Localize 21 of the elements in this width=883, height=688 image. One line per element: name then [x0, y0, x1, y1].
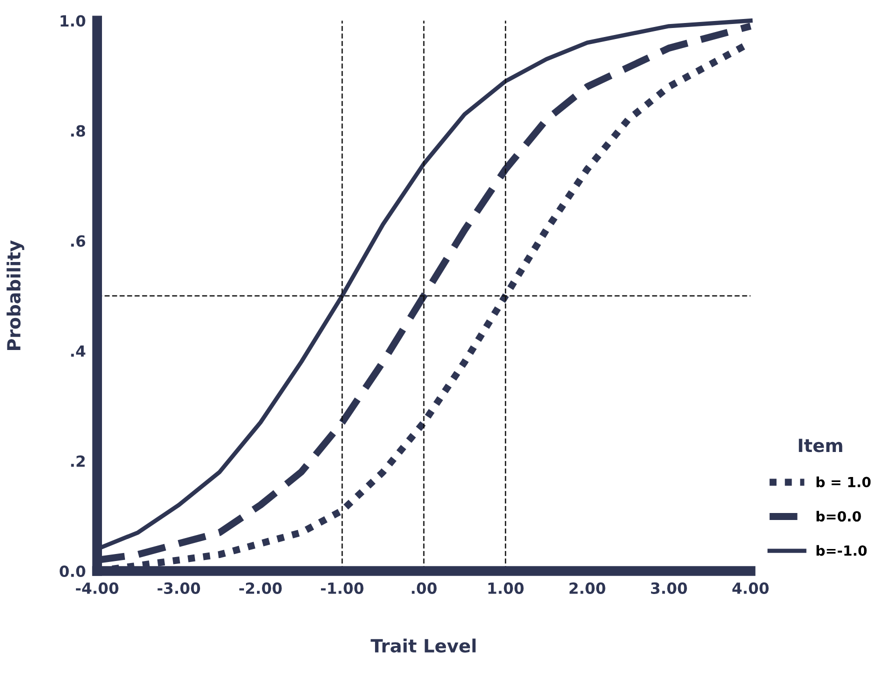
- legend-label: b = 1.0: [816, 476, 871, 488]
- y-tick-label: .2: [71, 455, 85, 467]
- x-tick-label: -4.00: [76, 582, 118, 594]
- x-tick-label: 2.00: [570, 582, 606, 594]
- y-axis-title: Probability: [6, 240, 24, 350]
- y-tick-label: .6: [71, 235, 86, 247]
- x-tick-label: -3.00: [158, 582, 200, 594]
- y-tick-label: 1.0: [60, 15, 86, 27]
- legend-label: b=-1.0: [816, 545, 867, 556]
- legend-label: b=0.0: [816, 510, 861, 522]
- x-axis-title: Trait Level: [370, 638, 476, 653]
- x-tick-label: .00: [412, 582, 437, 594]
- y-tick-label: .8: [71, 125, 86, 137]
- x-tick-label: 4.00: [732, 582, 769, 594]
- x-tick-label: -2.00: [239, 582, 282, 594]
- x-tick-label: 1.00: [488, 582, 524, 594]
- x-tick-label: -1.00: [320, 582, 364, 594]
- x-tick-label: 3.00: [651, 582, 687, 594]
- legend-title: Item: [798, 438, 842, 452]
- y-tick-label: 0.0: [60, 566, 86, 578]
- y-tick-label: .4: [71, 346, 86, 357]
